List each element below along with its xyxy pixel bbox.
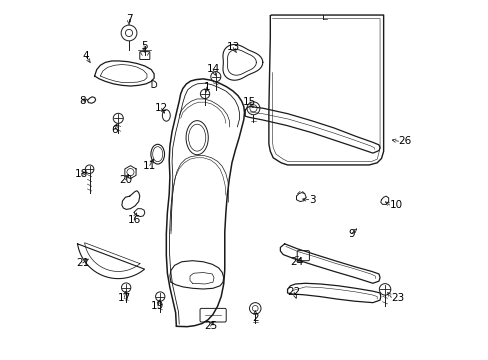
Text: 16: 16 (127, 215, 141, 225)
Text: 2: 2 (251, 313, 258, 323)
Text: 9: 9 (347, 229, 354, 239)
Text: 14: 14 (206, 64, 219, 74)
Text: 8: 8 (79, 96, 85, 106)
Text: 23: 23 (391, 293, 404, 303)
Text: 19: 19 (151, 301, 164, 311)
Text: 7: 7 (125, 14, 132, 24)
Text: 13: 13 (226, 42, 239, 52)
Text: 26: 26 (398, 136, 411, 146)
Text: 11: 11 (142, 161, 156, 171)
Text: 1: 1 (203, 82, 210, 92)
Text: 21: 21 (76, 258, 89, 268)
Text: 12: 12 (154, 103, 167, 113)
Text: 22: 22 (287, 287, 300, 297)
Text: 17: 17 (118, 293, 131, 303)
Text: 18: 18 (75, 168, 88, 179)
Text: 25: 25 (203, 321, 217, 331)
Text: 10: 10 (389, 200, 402, 210)
Text: 15: 15 (243, 97, 256, 107)
Text: 6: 6 (111, 125, 118, 135)
Text: 3: 3 (308, 195, 315, 205)
Text: 20: 20 (119, 175, 132, 185)
Text: 4: 4 (82, 51, 89, 61)
Polygon shape (78, 243, 144, 279)
Text: 5: 5 (141, 41, 147, 50)
Text: 24: 24 (289, 257, 303, 267)
